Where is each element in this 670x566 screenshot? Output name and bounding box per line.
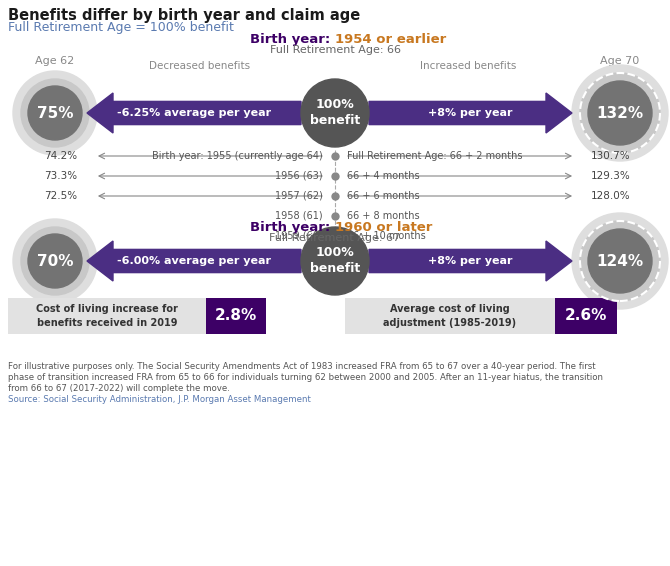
Polygon shape [369,241,572,281]
Text: -6.00% average per year: -6.00% average per year [117,256,271,266]
Circle shape [301,227,369,295]
Text: 100%
benefit: 100% benefit [310,247,360,276]
Text: 72.5%: 72.5% [44,191,77,201]
Text: Age 70: Age 70 [600,56,640,66]
Circle shape [13,219,97,303]
Text: Age 62: Age 62 [36,56,74,66]
Circle shape [572,65,668,161]
Text: 124%: 124% [596,254,644,268]
Text: 1957 (62): 1957 (62) [275,191,323,201]
Text: 74.2%: 74.2% [44,151,77,161]
Text: 128.0%: 128.0% [591,191,630,201]
Text: Decreased benefits: Decreased benefits [149,61,251,71]
Text: from 66 to 67 (2017-2022) will complete the move.: from 66 to 67 (2017-2022) will complete … [8,384,230,393]
Circle shape [588,229,652,293]
Text: +8% per year: +8% per year [427,108,513,118]
Text: Birth year: 1955 (currently age 64): Birth year: 1955 (currently age 64) [152,151,323,161]
Text: 129.3%: 129.3% [591,171,630,181]
Text: Full Retirement Age: 67: Full Retirement Age: 67 [269,233,401,243]
Text: Age 62: Age 62 [36,243,74,253]
Text: Increased benefits: Increased benefits [420,61,516,71]
Text: Birth year:: Birth year: [250,33,335,46]
Text: Full Retirement Age: 66 + 2 months: Full Retirement Age: 66 + 2 months [347,151,523,161]
FancyBboxPatch shape [206,298,266,334]
Text: Source: Social Security Administration, J.P. Morgan Asset Management: Source: Social Security Administration, … [8,395,311,404]
Text: 66 + 10 months: 66 + 10 months [347,231,425,241]
Circle shape [28,234,82,288]
Circle shape [588,81,652,145]
Text: 132%: 132% [596,105,644,121]
Text: 70%: 70% [37,254,73,268]
Text: Average cost of living
adjustment (1985-2019): Average cost of living adjustment (1985-… [383,305,517,328]
Circle shape [21,79,89,147]
Text: 66 + 6 months: 66 + 6 months [347,191,419,201]
Text: Age 70: Age 70 [600,243,640,253]
Text: 100%
benefit: 100% benefit [310,98,360,127]
Text: 1956 (63): 1956 (63) [275,171,323,181]
Circle shape [301,79,369,147]
Polygon shape [87,93,301,133]
Text: +8% per year: +8% per year [427,256,513,266]
Text: 2.6%: 2.6% [565,308,607,324]
Text: 66 + 4 months: 66 + 4 months [347,171,419,181]
Text: For illustrative purposes only. The Social Security Amendments Act of 1983 incre: For illustrative purposes only. The Soci… [8,362,596,371]
Text: Full Retirement Age = 100% benefit: Full Retirement Age = 100% benefit [8,21,234,34]
Polygon shape [369,93,572,133]
Circle shape [580,221,660,301]
Text: phase of transition increased FRA from 65 to 66 for individuals turning 62 betwe: phase of transition increased FRA from 6… [8,373,603,382]
Text: Full Retirement Age: 66: Full Retirement Age: 66 [269,45,401,55]
Circle shape [21,227,89,295]
Circle shape [28,86,82,140]
Text: 66 + 8 months: 66 + 8 months [347,211,419,221]
Circle shape [572,213,668,309]
Text: 75%: 75% [37,105,73,121]
Text: 1960 or later: 1960 or later [335,221,432,234]
Text: Cost of living increase for
benefits received in 2019: Cost of living increase for benefits rec… [36,305,178,328]
Text: 1958 (61): 1958 (61) [275,211,323,221]
Text: Benefits differ by birth year and claim age: Benefits differ by birth year and claim … [8,8,360,23]
Circle shape [13,71,97,155]
FancyBboxPatch shape [8,298,206,334]
Circle shape [580,73,660,153]
Text: 1954 or earlier: 1954 or earlier [335,33,446,46]
FancyBboxPatch shape [345,298,555,334]
Text: Birth year:: Birth year: [250,221,335,234]
Text: 1959 (60): 1959 (60) [275,231,323,241]
Polygon shape [87,241,301,281]
Text: -6.25% average per year: -6.25% average per year [117,108,271,118]
FancyBboxPatch shape [555,298,617,334]
Text: 73.3%: 73.3% [44,171,77,181]
Text: 2.8%: 2.8% [215,308,257,324]
Text: 130.7%: 130.7% [591,151,630,161]
